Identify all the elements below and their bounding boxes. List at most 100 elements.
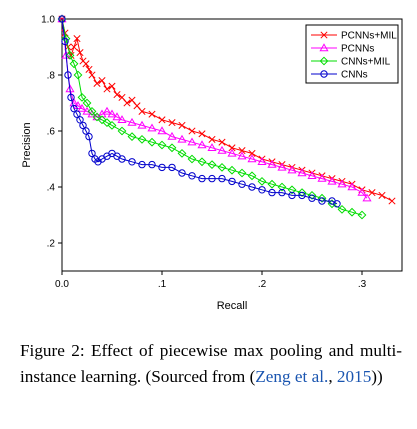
data-point [347,182,357,191]
data-point [67,93,75,102]
data-point [77,92,87,102]
data-point [61,34,71,44]
data-point [277,182,287,192]
data-point [98,77,106,85]
data-point [76,116,84,124]
legend-marker [320,31,328,39]
data-point [238,147,246,155]
y-tick-label: 1.0 [41,15,55,26]
data-point [248,183,256,191]
data-point [247,154,257,163]
data-point [347,207,357,217]
data-point [327,176,337,185]
data-point [288,191,296,200]
data-point [267,179,277,189]
data-point [168,119,176,127]
data-point [97,115,107,125]
data-point [147,123,157,132]
data-point [127,117,137,126]
x-axis: 0.0 .1 .2 .3 [55,271,367,290]
data-point [92,112,102,122]
x-tick-label: .3 [358,279,367,290]
series-layer [57,14,396,220]
data-point [107,109,117,118]
data-point [178,169,186,177]
data-point [197,140,207,149]
data-point [238,180,246,188]
legend-label: CNNs [341,70,368,81]
data-point [208,174,216,183]
data-point [267,159,277,168]
x-axis-title: Recall [217,300,248,312]
data-point [177,134,187,143]
data-point [88,149,96,158]
data-point [207,160,217,170]
legend-marker [320,70,328,78]
data-point [228,177,236,186]
data-point [93,79,101,87]
data-point [117,115,127,123]
data-point [82,60,90,68]
data-point [85,132,93,141]
data-point [307,190,317,200]
data-point [107,120,117,130]
data-point [317,173,327,182]
data-point [227,148,237,157]
data-point [103,85,111,93]
data-point [138,107,146,115]
caption-citation-author[interactable]: Zeng et al. [255,367,329,386]
data-point [178,121,186,129]
data-point [257,157,267,165]
plot-frame [61,18,403,272]
legend-item: PCNNs [311,43,374,55]
data-point [228,144,236,152]
data-point [297,168,307,177]
data-point [148,160,156,169]
data-point [69,59,79,69]
data-point [112,112,122,121]
data-point [87,106,97,116]
data-point [188,172,196,180]
data-point [187,154,197,164]
data-point [158,116,166,124]
data-point [102,118,112,128]
data-point [117,126,127,136]
data-point [61,37,69,46]
data-point [73,35,81,43]
data-point [248,149,256,157]
data-point [70,43,78,51]
data-point [73,110,81,118]
data-point [148,110,156,118]
data-point [198,130,206,138]
data-point [73,70,83,80]
data-point [82,127,90,135]
data-point [79,121,87,130]
data-point [58,15,66,23]
legend-label: PCNNs+MIL [341,31,397,42]
data-point [357,187,367,196]
caption-text: Figure 2: Effect of piecewise max poolin… [20,341,402,386]
data-point [247,171,257,181]
data-point [177,148,187,158]
data-point [198,174,206,183]
data-point [297,188,307,198]
data-point [218,138,226,146]
legend-item: PCNNs+MIL [311,31,397,42]
data-point [357,210,367,220]
data-point [77,103,87,112]
legend-marker [319,43,329,52]
data-point [65,50,75,60]
data-point [137,120,147,129]
x-tick-label: .2 [258,279,267,290]
y-tick-label: .6 [47,127,56,138]
data-point [64,71,72,79]
data-point [337,204,347,214]
caption-citation-year[interactable]: 2015 [336,367,372,386]
data-point [138,160,146,169]
data-point [278,188,286,197]
caption-close: )) [371,367,383,386]
data-point [258,186,266,194]
y-axis-title: Precision [21,122,33,167]
data-point [362,193,372,202]
precision-recall-chart: .2 .4 .6 .8 1.0 0.0 .1 .2 .3 Precision Recall P… [21,14,403,312]
